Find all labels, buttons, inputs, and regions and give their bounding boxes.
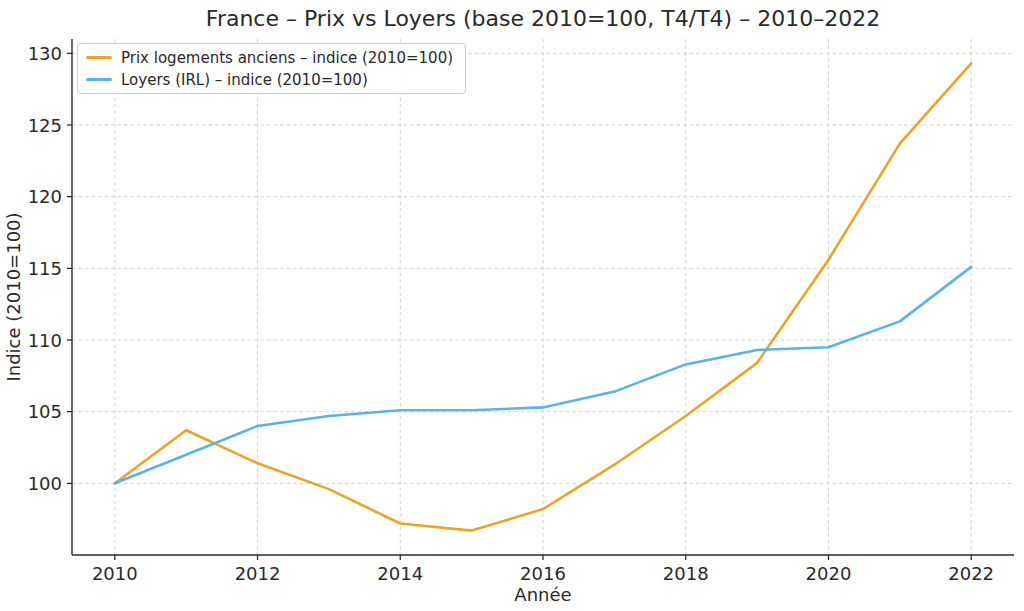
legend-box: Prix logements anciens – indice (2010=10… bbox=[77, 43, 466, 94]
x-tick-label: 2018 bbox=[663, 563, 709, 584]
prix-line-swatch bbox=[86, 56, 112, 59]
y-tick-label: 105 bbox=[28, 401, 62, 422]
x-tick-label: 2010 bbox=[92, 563, 138, 584]
legend-label-loyers: Loyers (IRL) – indice (2010=100) bbox=[121, 71, 368, 89]
legend-item-prix: Prix logements anciens – indice (2010=10… bbox=[86, 47, 453, 68]
x-tick-label: 2016 bbox=[520, 563, 566, 584]
y-axis-label: Indice (2010=100) bbox=[3, 212, 24, 381]
x-tick-label: 2022 bbox=[948, 563, 994, 584]
y-tick-label: 110 bbox=[28, 330, 62, 351]
x-axis-label: Année bbox=[514, 584, 571, 605]
y-tick-label: 100 bbox=[28, 473, 62, 494]
x-tick-label: 2012 bbox=[235, 563, 281, 584]
x-tick-label: 2014 bbox=[377, 563, 423, 584]
y-tick-label: 130 bbox=[28, 43, 62, 64]
y-tick-label: 125 bbox=[28, 115, 62, 136]
grid-layer bbox=[72, 39, 1014, 555]
axis-layer: 100 105 110 115 120 125 130 2010 2012 2014 2016 201… bbox=[28, 39, 1014, 584]
y-tick-label: 120 bbox=[28, 186, 62, 207]
chart-title: France – Prix vs Loyers (base 2010=100, … bbox=[206, 6, 880, 31]
loyers-line-swatch bbox=[86, 78, 112, 81]
legend-label-prix: Prix logements anciens – indice (2010=10… bbox=[121, 49, 453, 67]
chart-figure: France – Prix vs Loyers (base 2010=100, … bbox=[0, 0, 1024, 611]
legend-item-loyers: Loyers (IRL) – indice (2010=100) bbox=[86, 69, 453, 90]
y-tick-label: 115 bbox=[28, 258, 62, 279]
x-tick-label: 2020 bbox=[806, 563, 852, 584]
